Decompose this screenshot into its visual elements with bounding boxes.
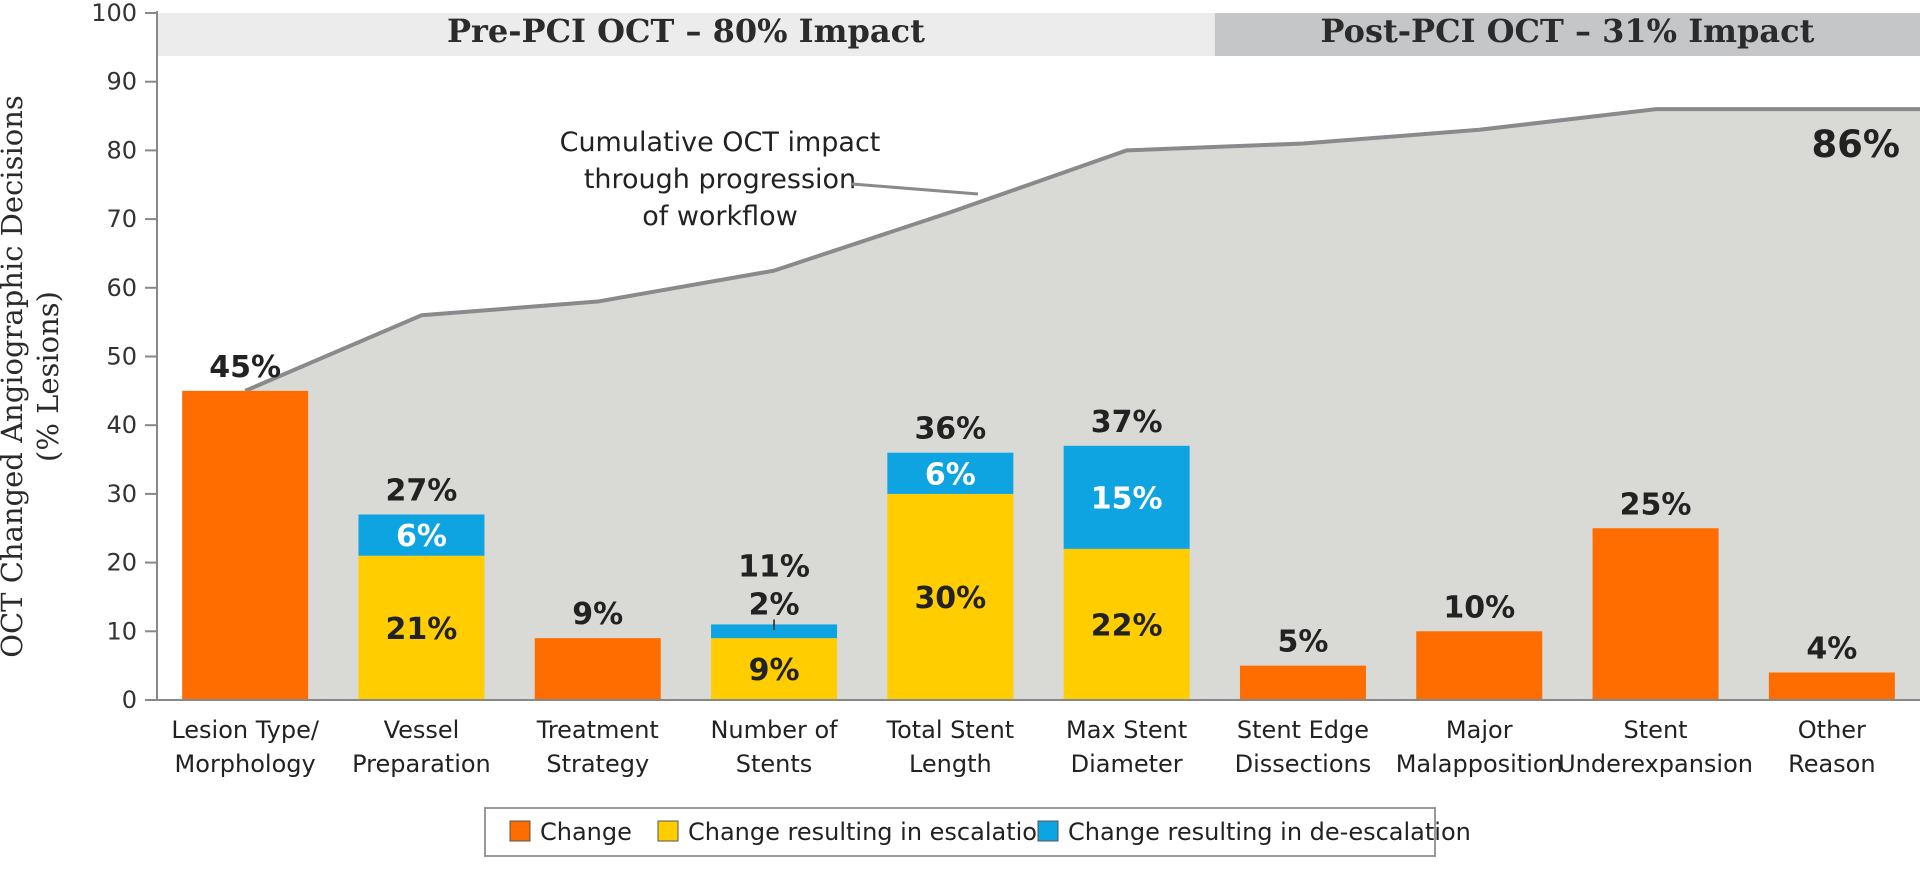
phase-label: Post-PCI OCT – 31% Impact — [1320, 12, 1814, 50]
segment-value-label: 6% — [925, 457, 976, 492]
segment-value-label: 9% — [749, 653, 800, 688]
category-label: Stent Edge — [1237, 716, 1369, 744]
y-tick-label: 0 — [122, 686, 137, 714]
category-label: Vessel — [384, 716, 460, 744]
cumulative-annotation-line: through progression — [584, 164, 856, 195]
category-label: Major — [1446, 716, 1513, 744]
category-label: Length — [909, 750, 992, 778]
y-tick-label: 60 — [106, 274, 137, 302]
cumulative-line — [244, 107, 1920, 393]
y-tick-label: 90 — [106, 68, 137, 96]
bar-total-label: 45% — [209, 350, 281, 385]
bar-total-label: 5% — [1277, 625, 1328, 660]
phase-label: Pre-PCI OCT – 80% Impact — [447, 12, 925, 50]
cumulative-annotation-line: Cumulative OCT impact — [560, 127, 881, 158]
legend-swatch — [509, 820, 531, 842]
bar-total-label: 27% — [386, 474, 458, 509]
category-label: Stent — [1624, 716, 1688, 744]
bar-segment-change — [182, 390, 309, 700]
y-tick-label: 50 — [106, 343, 137, 371]
bar-segment-change-resulting-in-de-escalation — [358, 514, 485, 556]
bar-total-label: 36% — [914, 412, 986, 447]
bar-segment-change-resulting-in-de-escalation — [711, 624, 838, 639]
category-label: Stents — [736, 750, 813, 778]
legend-box — [484, 807, 1436, 857]
phase-band — [157, 13, 1215, 56]
cumulative-final-label: 86% — [1811, 123, 1900, 166]
bar-total-label: 37% — [1091, 405, 1163, 440]
category-label: Treatment — [536, 716, 659, 744]
segment-value-label: 2% — [749, 587, 800, 622]
category-label: Malapposition — [1396, 750, 1563, 778]
y-axis-title: OCT Changed Angiographic Decisions(% Les… — [0, 95, 65, 658]
category-label: Preparation — [352, 750, 491, 778]
bar-total-label: 25% — [1620, 487, 1692, 522]
phase-band — [1214, 13, 1920, 56]
bar-total-label: 11% — [738, 549, 810, 584]
y-tick-label: 70 — [106, 205, 137, 233]
bar-total-label: 4% — [1806, 632, 1857, 667]
bar-segment-change — [534, 638, 661, 700]
bar-segment-change — [1592, 528, 1719, 700]
y-tick-label: 20 — [106, 549, 137, 577]
y-axis-title-line2: (% Lesions) — [31, 291, 65, 462]
legend-label: Change — [540, 818, 632, 846]
bar-segment-change-resulting-in-de-escalation — [1063, 445, 1190, 549]
bar-segment-change-resulting-in-escalation — [1063, 548, 1190, 700]
category-label: Other — [1798, 716, 1866, 744]
bar-segment-change-resulting-in-escalation — [358, 555, 485, 700]
bar-total-label: 9% — [572, 597, 623, 632]
bar-segment-change-resulting-in-escalation — [711, 638, 838, 700]
category-label: Reason — [1788, 750, 1875, 778]
segment-value-label: 15% — [1091, 481, 1163, 516]
category-label: Morphology — [175, 750, 316, 778]
legend-swatch — [1037, 820, 1059, 842]
y-tick-label: 80 — [106, 136, 137, 164]
legend-label: Change resulting in de-escalation — [1068, 818, 1471, 846]
bar-segment-change-resulting-in-escalation — [887, 493, 1014, 700]
category-label: Underexpansion — [1558, 750, 1753, 778]
y-axis-title-line1: OCT Changed Angiographic Decisions — [0, 95, 29, 658]
bar-segment-change — [1416, 631, 1543, 700]
segment-value-label: 22% — [1091, 608, 1163, 643]
segment-value-label: 6% — [396, 519, 447, 554]
category-label: Strategy — [546, 750, 649, 778]
legend-swatch — [657, 820, 679, 842]
segment-value-label: 30% — [914, 581, 986, 616]
category-label: Total Stent — [885, 716, 1014, 744]
cumulative-area — [245, 109, 1920, 701]
cumulative-annotation-line: of workflow — [642, 201, 798, 232]
bar-segment-change-resulting-in-de-escalation — [887, 452, 1014, 494]
category-label: Dissections — [1235, 750, 1372, 778]
annotation-leader — [851, 182, 979, 196]
bar-segment-change — [1768, 672, 1895, 700]
bar-segment-change — [1239, 665, 1366, 700]
category-label: Diameter — [1071, 750, 1183, 778]
category-label: Lesion Type/ — [171, 716, 320, 744]
y-tick-label: 30 — [106, 480, 137, 508]
category-label: Max Stent — [1066, 716, 1187, 744]
segment-value-label: 21% — [386, 612, 458, 647]
y-tick-label: 40 — [106, 411, 137, 439]
legend-label: Change resulting in escalation — [688, 818, 1052, 846]
category-label: Number of — [710, 716, 838, 744]
y-tick-label: 100 — [91, 0, 137, 27]
y-tick-label: 10 — [106, 617, 137, 645]
bar-total-label: 10% — [1443, 590, 1515, 625]
